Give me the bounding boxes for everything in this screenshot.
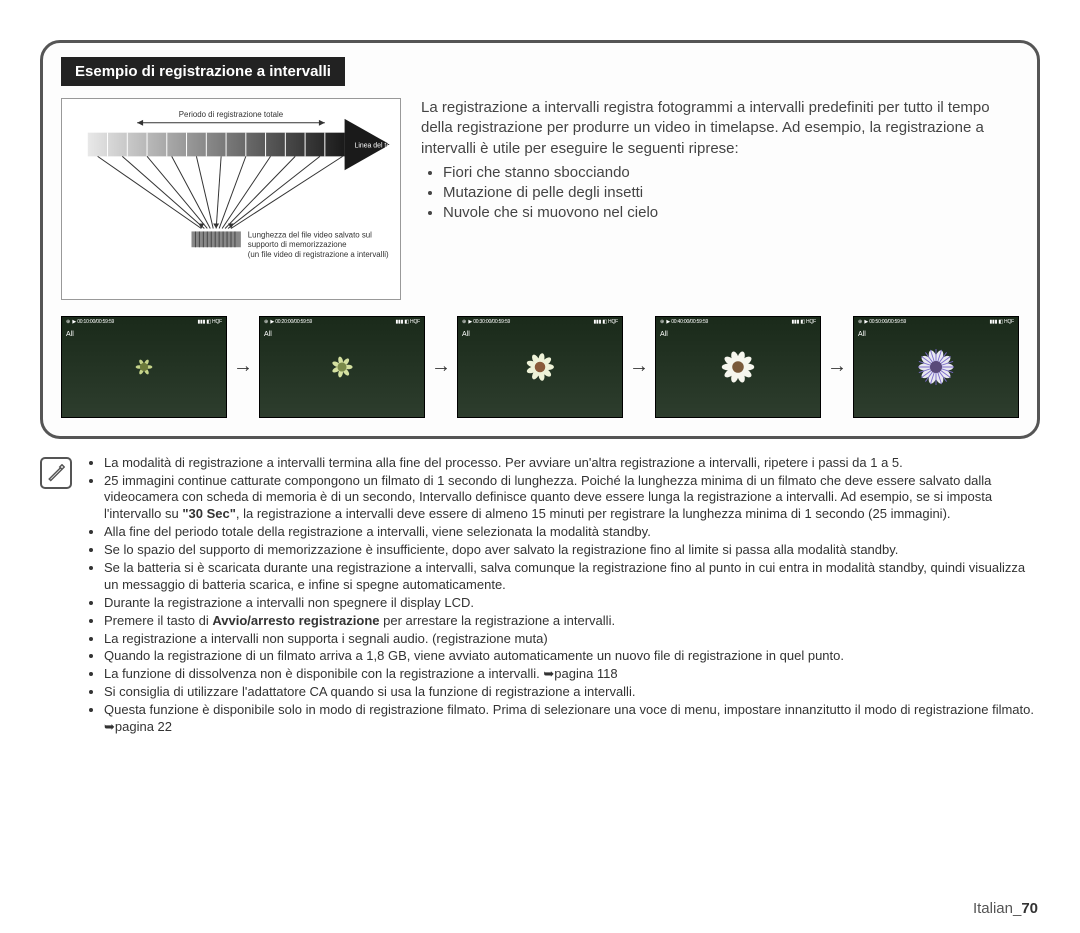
note-item: Premere il tasto di Avvio/arresto regist…	[104, 613, 1040, 630]
timelapse-frame: ⊕ ▶ 00:30:00/00:59:59▮▮▮ ◧ HQFAll	[457, 316, 623, 418]
note-item: La modalità di registrazione a intervall…	[104, 455, 1040, 472]
desc-bullet: Fiori che stanno sbocciando	[443, 163, 1019, 183]
diagram-svg: Periodo di registrazione totale Interval…	[68, 105, 394, 293]
arrow-icon: →	[233, 355, 253, 378]
description-para: La registrazione a intervalli registra f…	[421, 98, 1019, 159]
timelapse-frame: ⊕ ▶ 00:40:00/00:59:59▮▮▮ ◧ HQFAll	[655, 316, 821, 418]
note-item: Si consiglia di utilizzare l'adattatore …	[104, 684, 1040, 701]
desc-bullet: Nuvole che si muovono nel cielo	[443, 203, 1019, 223]
timelapse-frame: ⊕ ▶ 00:50:00/00:59:59▮▮▮ ◧ HQFAll	[853, 316, 1019, 418]
footer-lang: Italian	[973, 900, 1013, 917]
section-title: Esempio di registrazione a intervalli	[61, 57, 345, 86]
label-saved3: (un file video di registrazione a interv…	[248, 250, 389, 259]
example-box: Esempio di registrazione a intervalli Pe…	[40, 40, 1040, 439]
notes-list: La modalità di registrazione a intervall…	[86, 455, 1040, 737]
footer-page: 70	[1021, 900, 1038, 917]
note-item: Questa funzione è disponibile solo in mo…	[104, 702, 1040, 736]
note-item: La registrazione a intervalli non suppor…	[104, 631, 1040, 648]
description-column: La registrazione a intervalli registra f…	[421, 98, 1019, 224]
label-saved1: Lunghezza del file video salvato sul	[248, 230, 372, 239]
timeline-diagram: Periodo di registrazione totale Interval…	[61, 98, 401, 300]
timelapse-frame: ⊕ ▶ 00:20:00/00:59:59▮▮▮ ◧ HQFAll	[259, 316, 425, 418]
note-item: Se lo spazio del supporto di memorizzazi…	[104, 542, 1040, 559]
arrow-icon: →	[827, 355, 847, 378]
note-icon	[40, 457, 72, 489]
label-saved2: supporto di memorizzazione	[248, 240, 347, 249]
frames-row: ⊕ ▶ 00:10:00/00:59:59▮▮▮ ◧ HQFAll → ⊕ ▶ 00…	[61, 316, 1019, 418]
note-item: Durante la registrazione a intervalli no…	[104, 595, 1040, 612]
label-timeline: Linea del tempo	[354, 142, 394, 149]
label-total: Periodo di registrazione totale	[179, 110, 284, 119]
arrow-icon: →	[629, 355, 649, 378]
timelapse-frame: ⊕ ▶ 00:10:00/00:59:59▮▮▮ ◧ HQFAll	[61, 316, 227, 418]
arrow-icon: →	[431, 355, 451, 378]
note-item: Alla fine del periodo totale della regis…	[104, 524, 1040, 541]
note-item: 25 immagini continue catturate compongon…	[104, 473, 1040, 524]
note-item: La funzione di dissolvenza non è disponi…	[104, 666, 1040, 683]
note-item: Se la batteria si è scaricata durante un…	[104, 560, 1040, 594]
description-list: Fiori che stanno sbocciando Mutazione di…	[421, 163, 1019, 224]
note-item: Quando la registrazione di un filmato ar…	[104, 648, 1040, 665]
page-footer: Italian_70	[973, 900, 1038, 917]
desc-bullet: Mutazione di pelle degli insetti	[443, 183, 1019, 203]
